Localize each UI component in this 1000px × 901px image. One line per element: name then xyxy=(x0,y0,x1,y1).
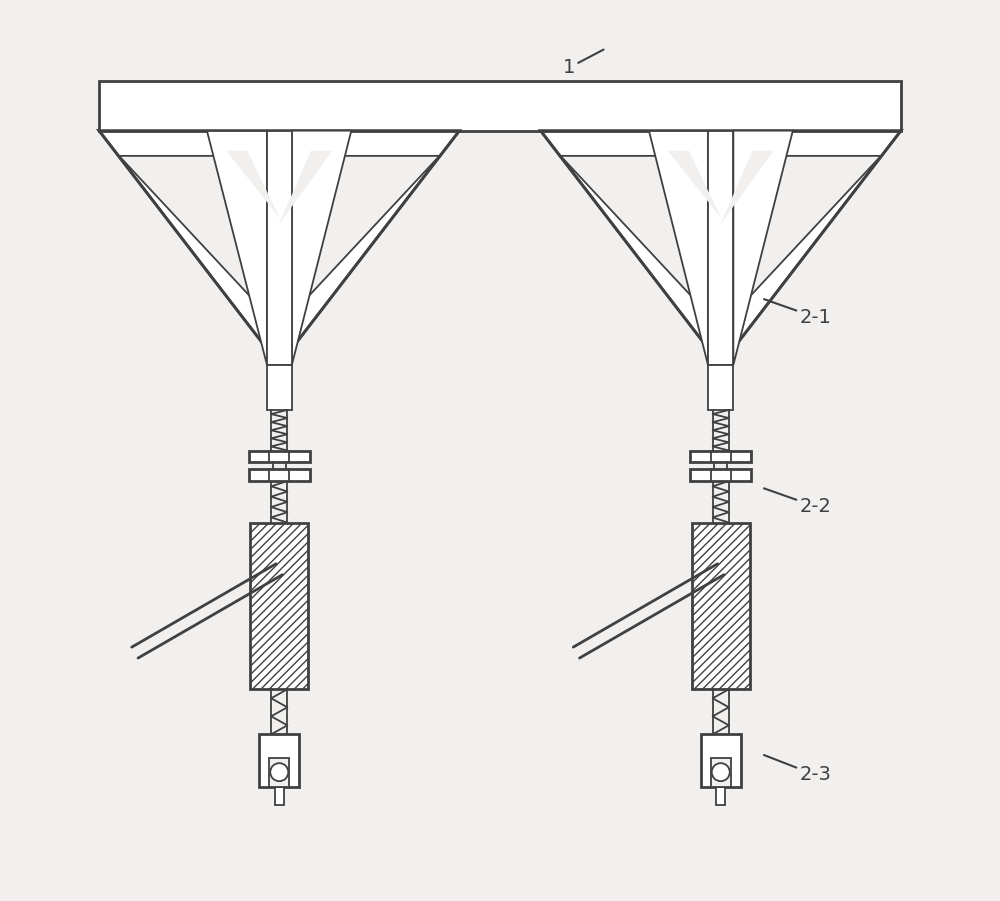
Bar xyxy=(708,365,733,410)
Bar xyxy=(249,450,310,462)
Bar xyxy=(99,81,901,131)
Circle shape xyxy=(270,763,288,781)
Bar xyxy=(267,131,292,365)
Polygon shape xyxy=(541,131,901,365)
Bar xyxy=(716,787,725,805)
Bar xyxy=(250,523,308,689)
Bar xyxy=(275,787,284,805)
Bar xyxy=(701,734,741,787)
Bar xyxy=(692,523,750,689)
Polygon shape xyxy=(668,150,721,217)
Polygon shape xyxy=(226,150,279,217)
Bar xyxy=(249,469,310,481)
Polygon shape xyxy=(721,150,774,223)
Polygon shape xyxy=(99,131,459,365)
Text: 2-1: 2-1 xyxy=(764,299,831,327)
Bar xyxy=(690,469,751,481)
Polygon shape xyxy=(649,131,708,365)
Text: 1: 1 xyxy=(563,50,604,77)
Bar xyxy=(708,131,733,365)
Polygon shape xyxy=(292,131,351,365)
Circle shape xyxy=(712,763,730,781)
Bar xyxy=(269,758,289,787)
Bar xyxy=(711,758,731,787)
Polygon shape xyxy=(733,131,793,365)
Polygon shape xyxy=(119,156,439,328)
Bar xyxy=(259,734,299,787)
Bar xyxy=(690,450,751,462)
Polygon shape xyxy=(279,150,332,223)
Bar xyxy=(267,365,292,410)
Text: 2-2: 2-2 xyxy=(764,488,831,516)
Text: 2-3: 2-3 xyxy=(764,755,831,785)
Polygon shape xyxy=(207,131,267,365)
Polygon shape xyxy=(561,156,881,328)
